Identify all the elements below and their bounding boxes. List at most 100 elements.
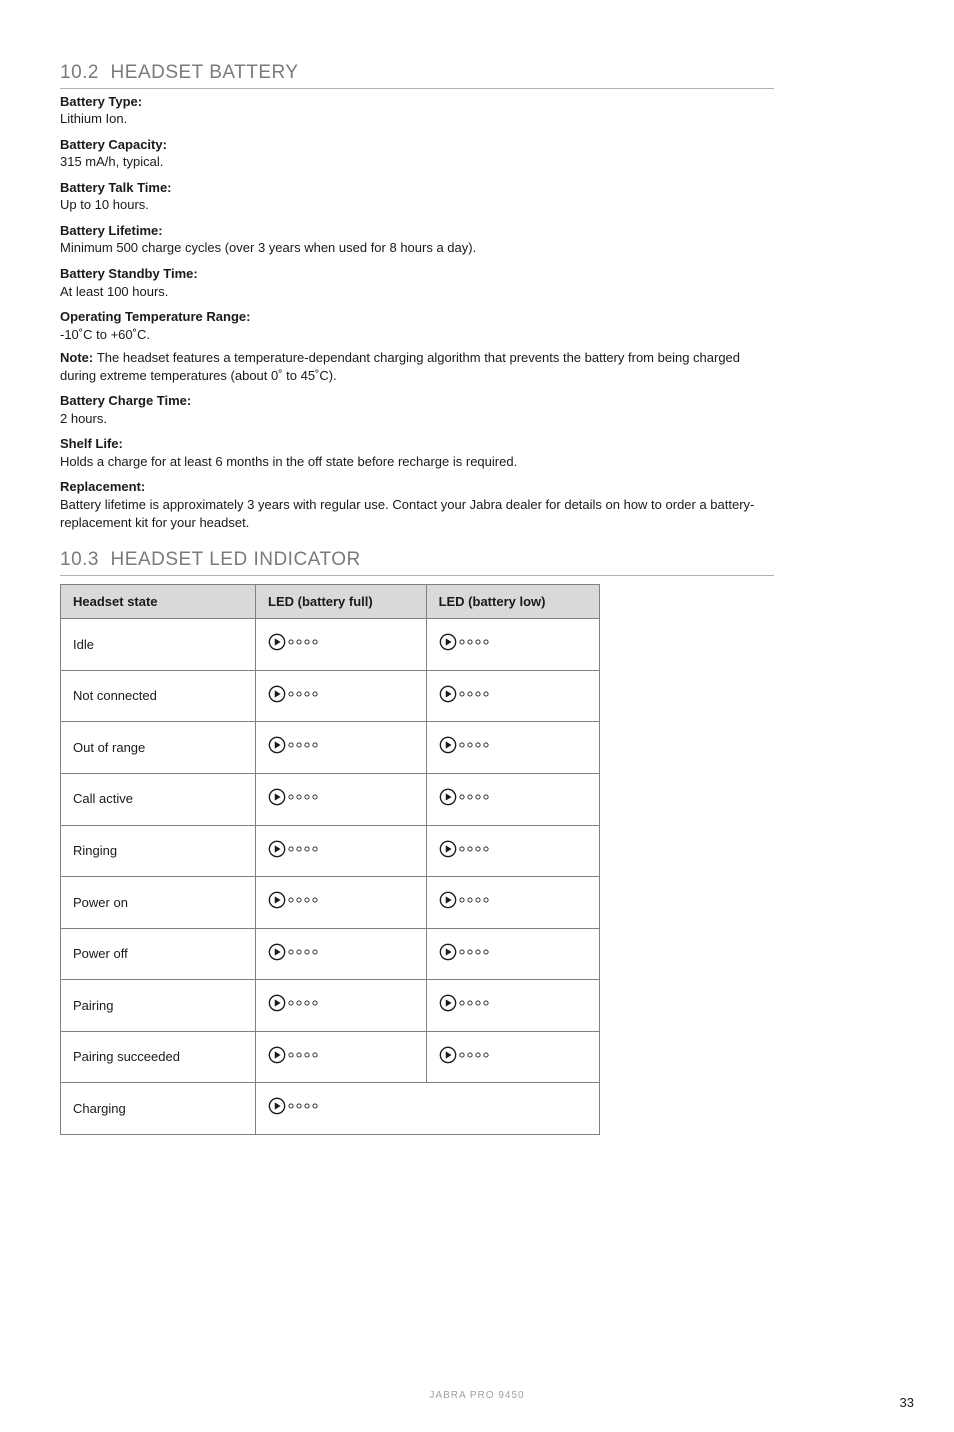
led-pattern-icon — [439, 943, 489, 961]
table-header: LED (battery low) — [426, 584, 599, 619]
led-full-cell — [256, 619, 427, 671]
led-low-cell — [426, 619, 599, 671]
led-pattern-icon — [268, 943, 318, 961]
spec-block: Battery Type:Lithium Ion. — [60, 93, 774, 128]
table-row: Power off — [61, 928, 600, 980]
table-row: Call active — [61, 773, 600, 825]
led-full-cell — [256, 825, 427, 877]
spec-label: Operating Temperature Range: — [60, 308, 774, 326]
led-pattern-icon — [268, 633, 318, 651]
spec-value: Up to 10 hours. — [60, 196, 774, 214]
led-pattern-icon — [439, 788, 489, 806]
spec-label: Replacement: — [60, 478, 774, 496]
table-row: Out of range — [61, 722, 600, 774]
spec-value: -10˚C to +60˚C. — [60, 326, 774, 344]
spec-label: Battery Talk Time: — [60, 179, 774, 197]
spec-label: Battery Standby Time: — [60, 265, 774, 283]
spec-value: Battery lifetime is approximately 3 year… — [60, 496, 774, 531]
headset-state-cell: Power on — [61, 877, 256, 929]
led-pattern-icon — [268, 1046, 318, 1064]
led-low-cell — [426, 1083, 599, 1135]
led-low-cell — [426, 722, 599, 774]
spec-block: Battery Capacity:315 mA/h, typical. — [60, 136, 774, 171]
led-low-cell — [426, 877, 599, 929]
battery-specs: Battery Type:Lithium Ion. Battery Capacit… — [60, 93, 774, 531]
section-number: 10.3 — [60, 549, 99, 570]
led-pattern-icon — [268, 840, 318, 858]
table-header: LED (battery full) — [256, 584, 427, 619]
headset-state-cell: Call active — [61, 773, 256, 825]
spec-block: Battery Charge Time:2 hours. — [60, 392, 774, 427]
led-pattern-icon — [439, 633, 489, 651]
led-low-cell — [426, 1031, 599, 1083]
led-full-cell — [256, 722, 427, 774]
led-pattern-icon — [268, 994, 318, 1012]
headset-state-cell: Charging — [61, 1083, 256, 1135]
headset-state-cell: Pairing succeeded — [61, 1031, 256, 1083]
spec-label: Battery Charge Time: — [60, 392, 774, 410]
headset-state-cell: Power off — [61, 928, 256, 980]
headset-state-cell: Not connected — [61, 670, 256, 722]
led-full-cell — [256, 980, 427, 1032]
table-row: Ringing — [61, 825, 600, 877]
headset-state-cell: Out of range — [61, 722, 256, 774]
section-number: 10.2 — [60, 62, 99, 83]
table-row: Pairing succeeded — [61, 1031, 600, 1083]
spec-label: Battery Lifetime: — [60, 222, 774, 240]
section-heading-led: 10.3 HEADSET LED INDICATOR — [60, 547, 774, 576]
led-indicator-table: Headset state LED (battery full) LED (ba… — [60, 584, 600, 1135]
led-pattern-icon — [268, 891, 318, 909]
page-number: 33 — [900, 1394, 914, 1412]
spec-value: Minimum 500 charge cycles (over 3 years … — [60, 239, 774, 257]
led-low-cell — [426, 670, 599, 722]
section-title: HEADSET BATTERY — [111, 62, 299, 83]
table-row: Idle — [61, 619, 600, 671]
spec-value: At least 100 hours. — [60, 283, 774, 301]
table-header: Headset state — [61, 584, 256, 619]
section-title: HEADSET LED INDICATOR — [111, 549, 361, 570]
spec-block: Operating Temperature Range:-10˚C to +60… — [60, 308, 774, 384]
led-pattern-icon — [439, 840, 489, 858]
led-full-cell — [256, 1083, 427, 1135]
led-pattern-icon — [439, 736, 489, 754]
spec-label: Shelf Life: — [60, 435, 774, 453]
spec-block: Battery Lifetime:Minimum 500 charge cycl… — [60, 222, 774, 257]
footer-product-name: JABRA PRO 9450 — [0, 1389, 954, 1403]
led-pattern-icon — [268, 685, 318, 703]
headset-state-cell: Ringing — [61, 825, 256, 877]
table-row: Charging — [61, 1083, 600, 1135]
spec-label: Battery Type: — [60, 93, 774, 111]
headset-state-cell: Pairing — [61, 980, 256, 1032]
spec-block: Replacement:Battery lifetime is approxim… — [60, 478, 774, 531]
led-low-cell — [426, 980, 599, 1032]
spec-block: Battery Talk Time:Up to 10 hours. — [60, 179, 774, 214]
table-row: Power on — [61, 877, 600, 929]
led-full-cell — [256, 928, 427, 980]
spec-value: 315 mA/h, typical. — [60, 153, 774, 171]
led-low-cell — [426, 773, 599, 825]
spec-value: Holds a charge for at least 6 months in … — [60, 453, 774, 471]
led-pattern-icon — [268, 788, 318, 806]
spec-value: 2 hours. — [60, 410, 774, 428]
table-row: Not connected — [61, 670, 600, 722]
led-pattern-icon — [268, 736, 318, 754]
table-row: Pairing — [61, 980, 600, 1032]
led-pattern-icon — [439, 685, 489, 703]
led-full-cell — [256, 670, 427, 722]
led-pattern-icon — [439, 994, 489, 1012]
section-heading-battery: 10.2 HEADSET BATTERY — [60, 60, 774, 89]
spec-block: Shelf Life:Holds a charge for at least 6… — [60, 435, 774, 470]
led-full-cell — [256, 877, 427, 929]
spec-note: Note: The headset features a temperature… — [60, 349, 774, 384]
led-pattern-icon — [439, 891, 489, 909]
headset-state-cell: Idle — [61, 619, 256, 671]
spec-block: Battery Standby Time:At least 100 hours. — [60, 265, 774, 300]
led-full-cell — [256, 1031, 427, 1083]
led-low-cell — [426, 928, 599, 980]
spec-value: Lithium Ion. — [60, 110, 774, 128]
led-low-cell — [426, 825, 599, 877]
led-full-cell — [256, 773, 427, 825]
led-pattern-icon — [268, 1097, 318, 1115]
spec-label: Battery Capacity: — [60, 136, 774, 154]
led-pattern-icon — [439, 1046, 489, 1064]
